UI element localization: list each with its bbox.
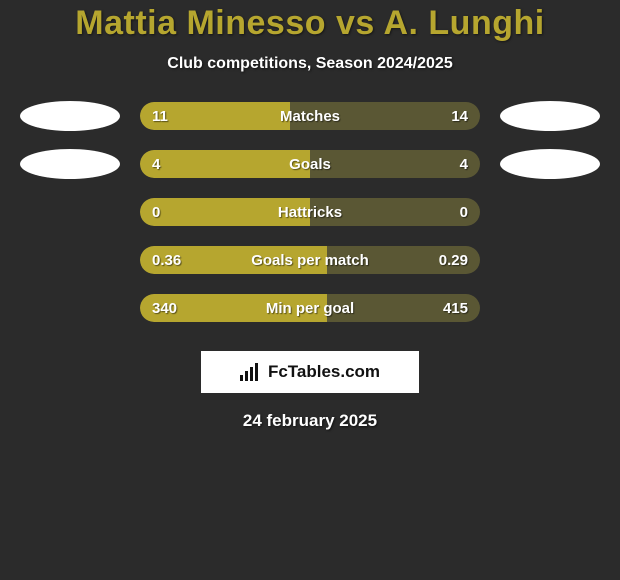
stat-row: 11 Matches 14 (0, 101, 620, 131)
brand-box[interactable]: FcTables.com (201, 351, 419, 393)
stat-bar: 4 Goals 4 (140, 150, 480, 178)
page-title: Mattia Minesso vs A. Lunghi (0, 4, 620, 43)
player-left-ellipse (20, 149, 120, 179)
stat-value-right: 0.29 (439, 246, 468, 274)
stat-value-left: 11 (152, 102, 168, 130)
spacer (20, 293, 120, 323)
spacer (20, 197, 120, 227)
stat-bar: 0.36 Goals per match 0.29 (140, 246, 480, 274)
stat-bar: 11 Matches 14 (140, 102, 480, 130)
player-right-ellipse (500, 101, 600, 131)
stat-row: 340 Min per goal 415 (0, 293, 620, 323)
stat-value-left: 340 (152, 294, 177, 322)
stat-bar: 340 Min per goal 415 (140, 294, 480, 322)
player-right-ellipse (500, 149, 600, 179)
stat-value-left: 4 (152, 150, 160, 178)
date-label: 24 february 2025 (0, 411, 620, 431)
brand-text: FcTables.com (268, 362, 380, 382)
stat-value-right: 4 (460, 150, 468, 178)
stat-value-right: 14 (451, 102, 468, 130)
stat-bar-left-fill (140, 198, 310, 226)
stat-value-right: 0 (460, 198, 468, 226)
comparison-container: Mattia Minesso vs A. Lunghi Club competi… (0, 0, 620, 431)
stat-row: 4 Goals 4 (0, 149, 620, 179)
spacer (500, 293, 600, 323)
stat-row: 0.36 Goals per match 0.29 (0, 245, 620, 275)
subtitle: Club competitions, Season 2024/2025 (0, 55, 620, 73)
stat-rows: 11 Matches 14 4 Goals 4 0 Hattricks 0 (0, 101, 620, 323)
spacer (500, 197, 600, 227)
stat-value-left: 0.36 (152, 246, 181, 274)
stat-bar-left-fill (140, 150, 310, 178)
stat-bar: 0 Hattricks 0 (140, 198, 480, 226)
player-left-ellipse (20, 101, 120, 131)
stat-value-right: 415 (443, 294, 468, 322)
bars-icon (240, 363, 262, 381)
spacer (20, 245, 120, 275)
stat-value-left: 0 (152, 198, 160, 226)
spacer (500, 245, 600, 275)
stat-row: 0 Hattricks 0 (0, 197, 620, 227)
